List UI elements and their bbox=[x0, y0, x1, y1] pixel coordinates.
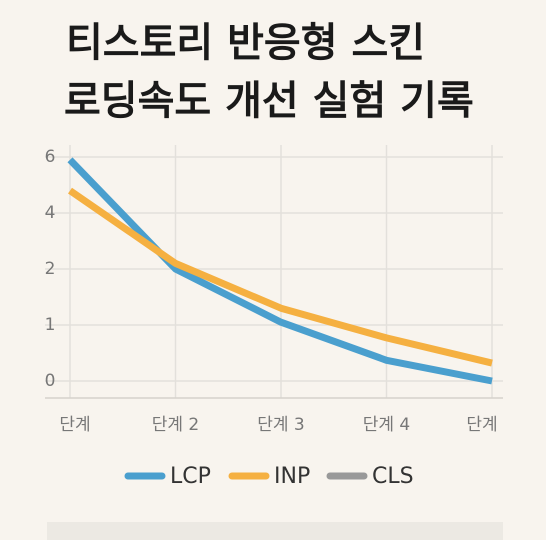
y-tick-label: 2 bbox=[45, 259, 56, 279]
chart-title: 티스토리 반응형 스킨 bbox=[66, 20, 425, 66]
y-tick-label: 0 bbox=[45, 371, 56, 391]
footer-block bbox=[47, 522, 503, 540]
x-tick-label: 단계 2 bbox=[152, 415, 200, 435]
x-tick-label: 단계 4 bbox=[363, 415, 411, 435]
legend-label: CLS bbox=[372, 464, 414, 489]
x-tick-label: 단계 3 bbox=[257, 415, 305, 435]
line bbox=[68, 187, 493, 367]
x-tick-label: 단계 bbox=[59, 415, 90, 435]
y-tick-label: 4 bbox=[45, 203, 56, 223]
legend-label: LCP bbox=[170, 464, 211, 489]
y-tick-label: 6 bbox=[45, 147, 56, 167]
legend-label: INP bbox=[274, 464, 310, 489]
line bbox=[67, 157, 493, 385]
x-tick-label: 단계 bbox=[466, 415, 497, 435]
y-tick-label: 1 bbox=[45, 315, 56, 335]
chart-title: 로딩속도 개선 실험 기록 bbox=[64, 78, 474, 124]
